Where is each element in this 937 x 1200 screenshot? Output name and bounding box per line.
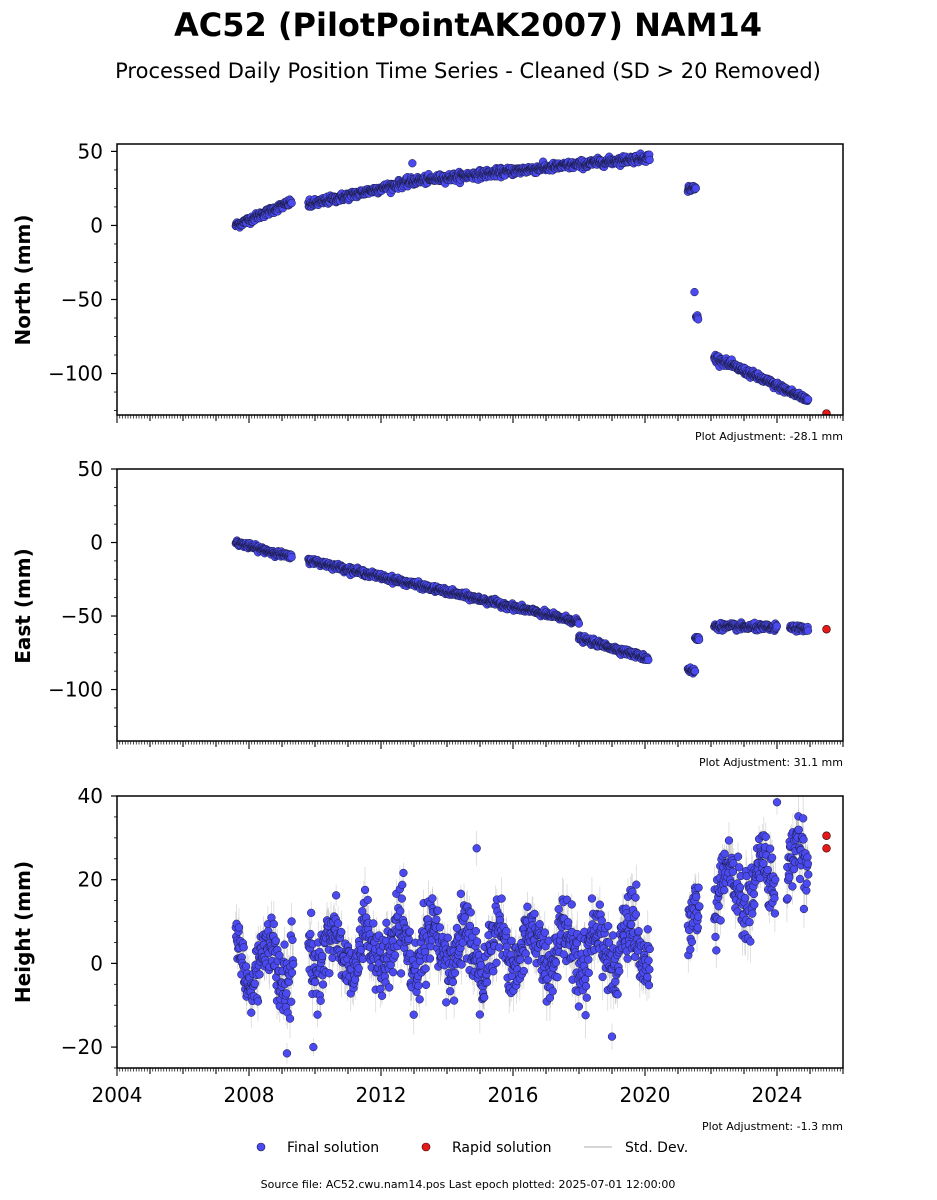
rapid-solution-point [822,409,831,415]
final-solution-point [574,619,584,628]
final-solution-point [693,315,703,324]
final-solution-point [804,395,813,404]
y-tick-label: −50 [61,287,103,311]
final-solution-point [690,287,699,297]
north-data-group [231,149,831,415]
y-tick-label: −100 [48,362,103,386]
final-solution-point [691,184,700,193]
final-solution-point [408,159,417,168]
east-panel: East (mm) 500−50−100 Plot Adjustment: 31… [11,457,844,769]
north-plot-area: 50 0 −50 −100 [48,139,844,423]
north-plot-adjustment: Plot Adjustment: -28.1 mm [695,430,843,443]
east-data-group [231,536,831,678]
north-ylabel: North (mm) [11,214,35,345]
north-axes-frame [116,143,844,416]
east-plot-area: 500−50−100 [48,457,844,749]
north-panel: North (mm) 50 0 −50 −100 Plot Adjustment: -… [11,139,844,443]
y-tick-label: 0 [90,213,103,237]
figure-title: AC52 (PilotPointAK2007) NAM14 [174,6,762,44]
figure-subtitle: Processed Daily Position Time Series - C… [115,59,821,83]
east-ylabel: East (mm) [11,548,35,664]
final-solution-point [287,553,296,562]
final-solution-point [287,198,296,208]
final-solution-point [645,155,654,165]
y-tick-label: 50 [78,139,103,163]
